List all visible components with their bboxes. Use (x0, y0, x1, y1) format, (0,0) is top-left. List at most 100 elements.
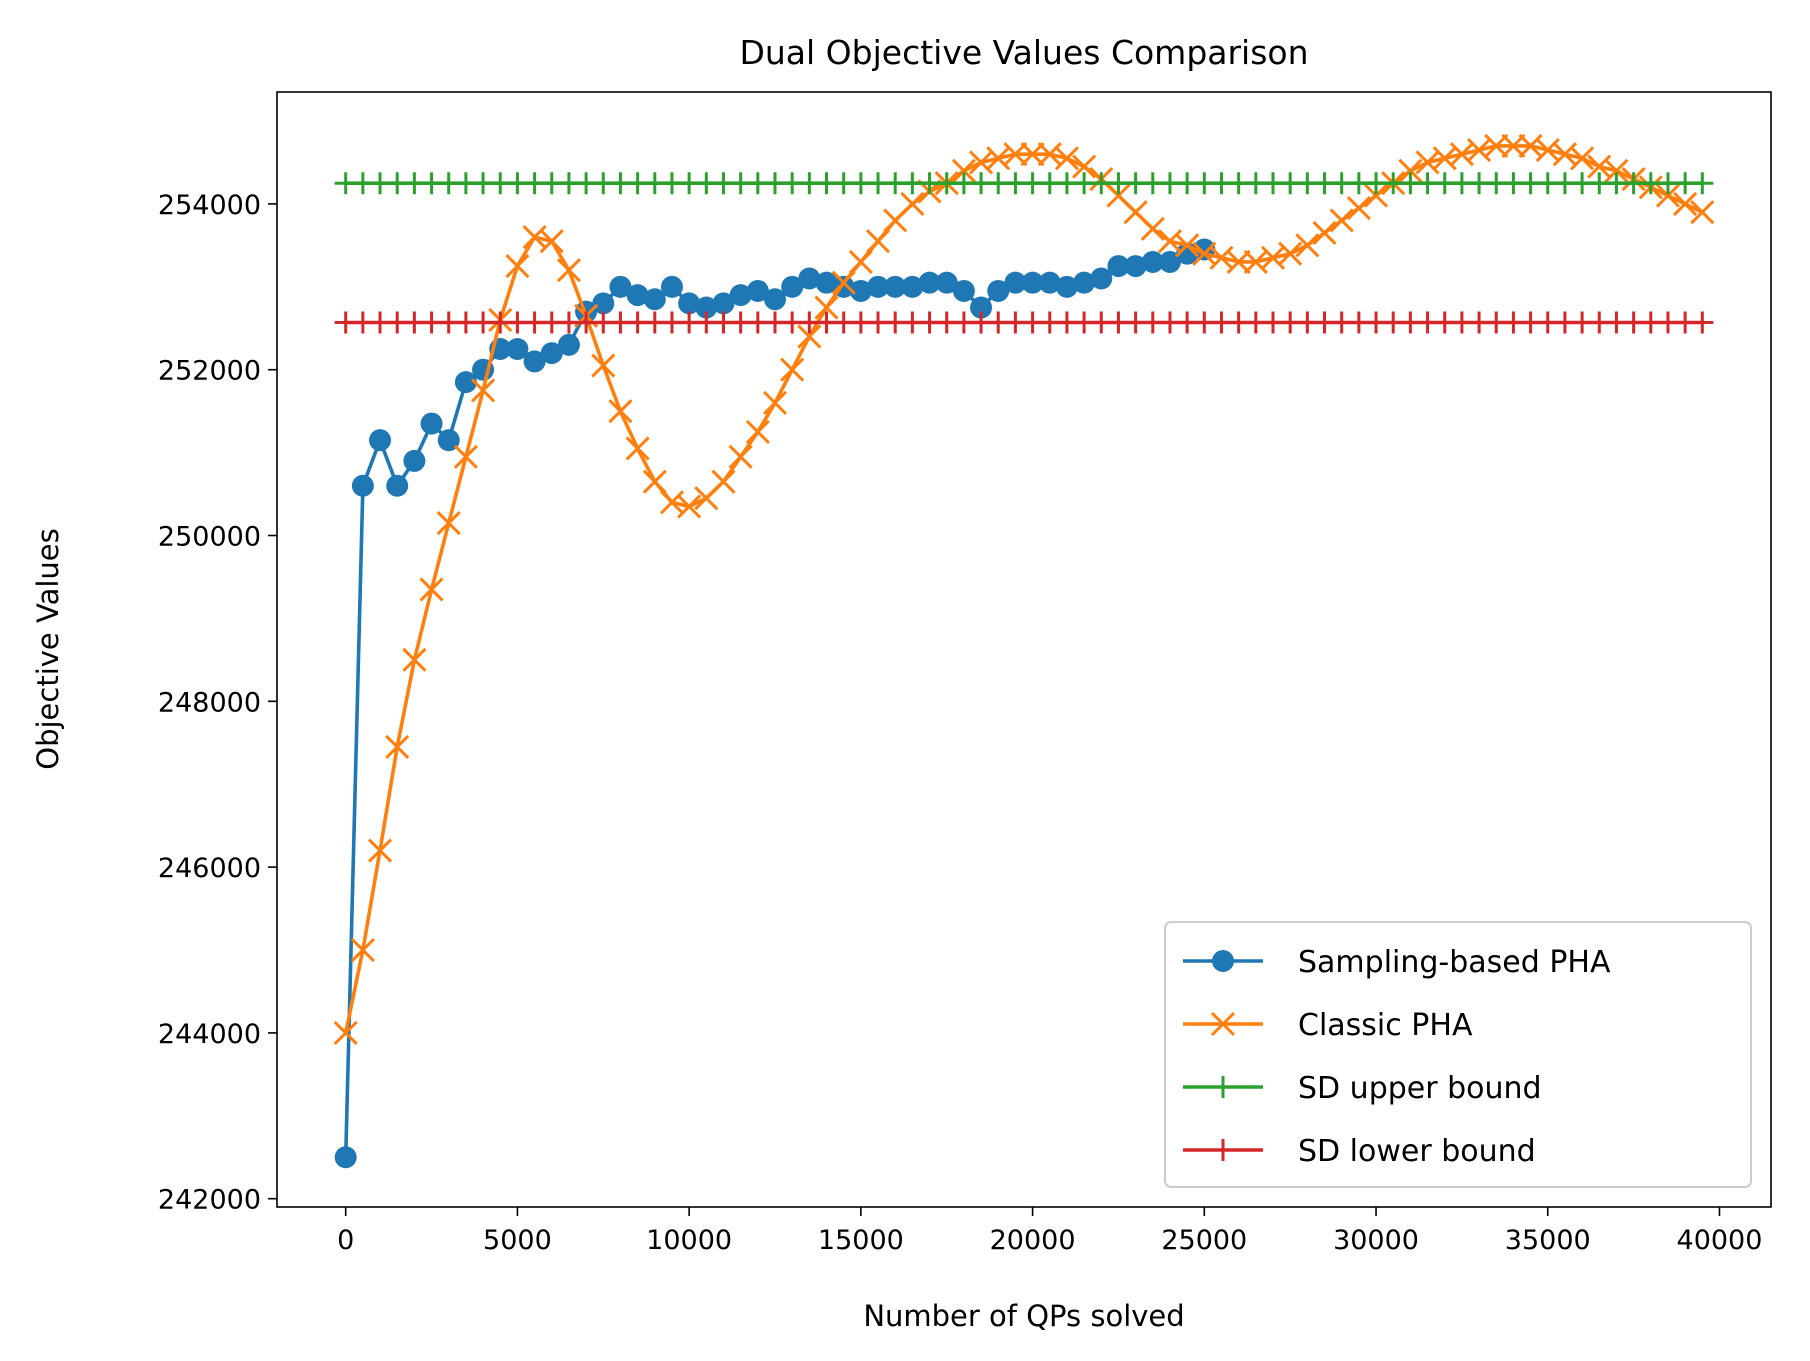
classic-pha-point (848, 249, 873, 275)
classic-pha-point (1054, 146, 1079, 171)
sampling-based-pha-point (369, 429, 392, 452)
classic-pha-point (1278, 241, 1303, 266)
sd-lower-bound-series (334, 311, 1714, 334)
sampling-based-pha-point (849, 279, 872, 302)
classic-pha-point (1140, 216, 1165, 241)
sampling-based-pha-point (952, 279, 975, 302)
y-tick-label: 248000 (158, 687, 261, 718)
legend-marker-sd-lower-bound (1212, 1139, 1234, 1161)
sampling-based-pha-point (678, 292, 701, 315)
classic-pha-point (385, 734, 410, 759)
sampling-based-pha-point (334, 1146, 357, 1169)
classic-pha-point (797, 324, 822, 349)
classic-pha-point (1312, 220, 1337, 245)
sampling-based-pha-point (1090, 267, 1113, 290)
classic-pha-point (505, 254, 530, 279)
sampling-based-pha-point (1141, 250, 1164, 273)
legend-label-sd-lower-bound: SD lower bound (1298, 1134, 1536, 1169)
classic-pha-point (1690, 200, 1715, 225)
sampling-based-pha-point (437, 429, 460, 452)
x-tick-label: 35000 (1505, 1225, 1591, 1256)
legend-label-sampling-based-pha: Sampling-based PHA (1298, 945, 1611, 980)
sampling-based-pha-point (454, 371, 477, 394)
chart-title: Dual Objective Values Comparison (739, 33, 1308, 72)
x-tick-label: 40000 (1677, 1225, 1763, 1256)
classic-pha-point (1363, 183, 1389, 208)
y-tick-label: 254000 (158, 190, 261, 221)
sampling-based-pha-point (403, 449, 426, 472)
x-axis-label: Number of QPs solved (863, 1299, 1184, 1333)
sampling-based-pha-point (660, 275, 683, 298)
classic-pha-point (350, 937, 375, 963)
classic-pha-point (556, 258, 581, 283)
sampling-based-pha-point (540, 342, 563, 365)
classic-pha-point (951, 158, 976, 183)
classic-pha-point (780, 357, 805, 382)
sampling-based-pha-point (901, 275, 924, 298)
y-tick-label: 252000 (158, 356, 261, 387)
sampling-based-pha-point (712, 292, 735, 315)
legend-label-sd-upper-bound: SD upper bound (1298, 1071, 1542, 1106)
classic-pha-point (1673, 191, 1698, 216)
sampling-based-pha-point (781, 275, 804, 298)
classic-pha-point (642, 469, 667, 494)
legend-marker-sampling-based-pha (1212, 950, 1234, 972)
sampling-based-pha-point (798, 267, 821, 290)
sampling-based-pha-point (1073, 271, 1096, 294)
y-tick-label: 244000 (158, 1019, 261, 1050)
classic-pha-point (814, 295, 839, 320)
x-tick-label: 20000 (990, 1225, 1076, 1256)
legend-box (1164, 921, 1752, 1188)
sd-upper-bound-point (1691, 172, 1714, 195)
sampling-based-pha-point (1004, 271, 1027, 294)
classic-pha-point (453, 444, 478, 469)
legend: Sampling-based PHA Classic PHA SD upper bo… (1164, 921, 1752, 1188)
sampling-based-pha-point (420, 412, 443, 435)
x-tick-label: 10000 (646, 1225, 732, 1256)
classic-pha-point (1484, 133, 1509, 158)
classic-pha-point (367, 838, 393, 863)
legend-marker-sd-upper-bound (1212, 1076, 1234, 1098)
sampling-based-pha-point (557, 333, 580, 356)
sampling-based-pha-point (523, 350, 546, 373)
sampling-based-pha-point (987, 279, 1010, 302)
sd-upper-bound-series (334, 172, 1714, 195)
x-tick-label: 5000 (483, 1225, 552, 1256)
classic-pha-point (419, 577, 444, 602)
sampling-based-pha-point (729, 284, 752, 307)
sampling-based-pha-point (351, 474, 374, 497)
sampling-based-pha-series (334, 238, 1216, 1169)
x-tick-label: 25000 (1161, 1225, 1247, 1256)
sampling-based-pha-point (918, 271, 941, 294)
series-layer (333, 133, 1715, 1169)
sampling-based-pha-point (1124, 255, 1147, 278)
classic-pha-point (539, 229, 564, 254)
x-tick-label: 15000 (818, 1225, 904, 1256)
classic-pha-point (900, 191, 925, 216)
classic-pha-point (1398, 158, 1423, 183)
classic-pha-point (1346, 195, 1371, 221)
legend-marker-classic-pha (1210, 1011, 1236, 1037)
sampling-based-pha-point (1021, 271, 1044, 294)
sampling-based-pha-point (609, 275, 632, 298)
classic-pha-point (1072, 154, 1097, 179)
y-tick-label: 250000 (158, 522, 261, 553)
sampling-based-pha-point (386, 474, 409, 497)
sampling-based-pha-point (1055, 275, 1078, 298)
classic-pha-point (677, 494, 702, 519)
sampling-based-pha-point (592, 292, 615, 315)
classic-pha-line (343, 144, 1704, 1034)
sampling-based-pha-point (746, 279, 769, 302)
classic-pha-point (1175, 233, 1200, 258)
sampling-based-pha-point (884, 275, 907, 298)
classic-pha-point (1501, 133, 1526, 158)
sampling-based-pha-point (506, 337, 529, 360)
sd-lower-bound-point (1691, 311, 1714, 334)
classic-pha-point (1655, 183, 1681, 208)
classic-pha-point (711, 469, 736, 494)
classic-pha-point (402, 647, 427, 672)
classic-pha-point (436, 511, 461, 536)
classic-pha-point (591, 353, 616, 378)
plot-frame (276, 91, 1772, 1208)
